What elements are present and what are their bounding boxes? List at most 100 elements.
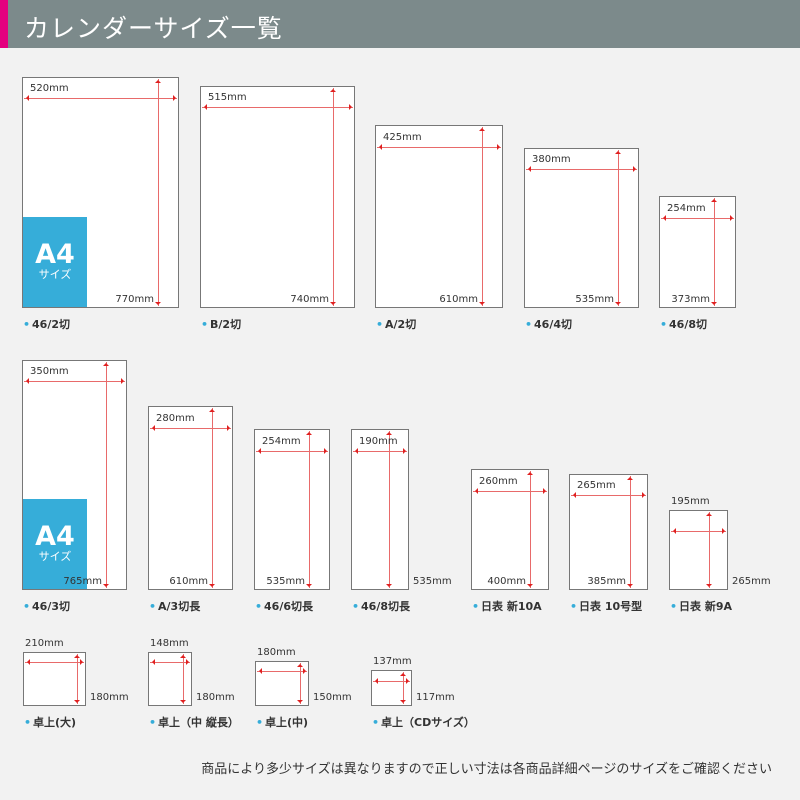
width-label: 280mm bbox=[156, 413, 195, 424]
bullet-icon: • bbox=[24, 716, 32, 729]
bullet-icon: • bbox=[352, 600, 360, 613]
arrow-right-icon bbox=[633, 166, 639, 172]
size-name: 卓上(大) bbox=[33, 716, 77, 729]
arrow-down-icon bbox=[386, 584, 392, 590]
calendar-size-box bbox=[659, 196, 736, 308]
width-dimension-line bbox=[373, 681, 410, 682]
size-caption: • B/2切 bbox=[201, 316, 241, 332]
bullet-icon: • bbox=[149, 600, 157, 613]
arrow-right-icon bbox=[403, 448, 409, 454]
width-label: 148mm bbox=[150, 638, 189, 649]
arrow-left-icon bbox=[352, 448, 358, 454]
calendar-size-box bbox=[569, 474, 648, 590]
bullet-icon: • bbox=[660, 318, 668, 331]
size-caption: • 46/8切 bbox=[660, 316, 707, 332]
width-dimension-line bbox=[202, 107, 353, 108]
width-dimension-line bbox=[150, 662, 190, 663]
arrow-right-icon bbox=[349, 104, 355, 110]
calendar-size-box bbox=[254, 429, 330, 590]
size-caption: • 卓上(大) bbox=[24, 714, 76, 730]
width-dimension-line bbox=[661, 218, 734, 219]
width-label: 210mm bbox=[25, 638, 64, 649]
size-name: 46/8切長 bbox=[361, 600, 411, 613]
size-caption: • 46/2切 bbox=[23, 316, 70, 332]
width-dimension-line bbox=[256, 451, 328, 452]
width-dimension-line bbox=[671, 531, 726, 532]
width-label: 265mm bbox=[577, 480, 616, 491]
bullet-icon: • bbox=[256, 716, 264, 729]
height-label: 400mm bbox=[487, 576, 526, 587]
width-dimension-line bbox=[353, 451, 407, 452]
arrow-right-icon bbox=[406, 678, 412, 684]
header-accent bbox=[0, 0, 8, 48]
calendar-size-box bbox=[471, 469, 549, 590]
arrow-down-icon bbox=[180, 700, 186, 706]
width-label: 260mm bbox=[479, 476, 518, 487]
size-name: 日表 新10A bbox=[481, 600, 542, 613]
height-dimension-line bbox=[300, 663, 301, 704]
arrow-left-icon bbox=[149, 425, 155, 431]
arrow-up-icon bbox=[527, 469, 533, 475]
width-dimension-line bbox=[526, 169, 637, 170]
width-dimension-line bbox=[25, 662, 84, 663]
height-label: 610mm bbox=[169, 576, 208, 587]
calendar-size-box bbox=[669, 510, 728, 590]
width-label: 254mm bbox=[262, 436, 301, 447]
calendar-size-box bbox=[148, 406, 233, 590]
height-dimension-line bbox=[106, 362, 107, 588]
a4-label: A4 bbox=[35, 521, 75, 552]
arrow-down-icon bbox=[627, 584, 633, 590]
height-dimension-line bbox=[158, 79, 159, 306]
width-dimension-line bbox=[257, 671, 307, 672]
size-name: 卓上(中) bbox=[265, 716, 309, 729]
arrow-right-icon bbox=[121, 378, 127, 384]
size-caption: • A/2切 bbox=[376, 316, 416, 332]
size-caption: • 卓上（CDサイズ） bbox=[372, 714, 475, 730]
size-caption: • 日表 新9A bbox=[670, 598, 732, 614]
height-dimension-line bbox=[530, 471, 531, 588]
page-title: カレンダーサイズ一覧 bbox=[24, 14, 283, 43]
arrow-down-icon bbox=[306, 584, 312, 590]
bullet-icon: • bbox=[255, 600, 263, 613]
arrow-down-icon bbox=[400, 700, 406, 706]
size-name: 46/3切 bbox=[32, 600, 71, 613]
arrow-down-icon bbox=[297, 700, 303, 706]
height-label: 385mm bbox=[587, 576, 626, 587]
arrow-down-icon bbox=[706, 584, 712, 590]
arrow-up-icon bbox=[74, 652, 80, 658]
width-label: 425mm bbox=[383, 132, 422, 143]
arrow-left-icon bbox=[24, 659, 30, 665]
arrow-left-icon bbox=[376, 144, 382, 150]
width-label: 137mm bbox=[373, 656, 412, 667]
a4-sublabel: サイズ bbox=[38, 550, 72, 563]
size-name: 46/6切長 bbox=[264, 600, 314, 613]
arrow-down-icon bbox=[711, 302, 717, 308]
arrow-up-icon bbox=[479, 125, 485, 131]
size-name: A/3切長 bbox=[158, 600, 201, 613]
bullet-icon: • bbox=[570, 600, 578, 613]
size-caption: • A/3切長 bbox=[149, 598, 200, 614]
height-label: 740mm bbox=[290, 294, 329, 305]
bullet-icon: • bbox=[201, 318, 209, 331]
arrow-right-icon bbox=[642, 492, 648, 498]
height-dimension-line bbox=[709, 512, 710, 588]
height-label: 765mm bbox=[63, 576, 102, 587]
bullet-icon: • bbox=[23, 318, 31, 331]
width-label: 350mm bbox=[30, 366, 69, 377]
bullet-icon: • bbox=[23, 600, 31, 613]
arrow-down-icon bbox=[527, 584, 533, 590]
arrow-left-icon bbox=[201, 104, 207, 110]
arrow-up-icon bbox=[706, 510, 712, 516]
arrow-right-icon bbox=[303, 668, 309, 674]
width-label: 195mm bbox=[671, 496, 710, 507]
arrow-up-icon bbox=[386, 429, 392, 435]
size-name: 卓上（中 縦長） bbox=[158, 716, 239, 729]
height-label: 535mm bbox=[575, 294, 614, 305]
height-label: 373mm bbox=[671, 294, 710, 305]
size-name: 日表 新9A bbox=[679, 600, 733, 613]
height-dimension-line bbox=[77, 654, 78, 704]
arrow-down-icon bbox=[155, 302, 161, 308]
size-caption: • 日表 10号型 bbox=[570, 598, 642, 614]
height-label: 265mm bbox=[732, 576, 771, 587]
size-name: B/2切 bbox=[210, 318, 242, 331]
